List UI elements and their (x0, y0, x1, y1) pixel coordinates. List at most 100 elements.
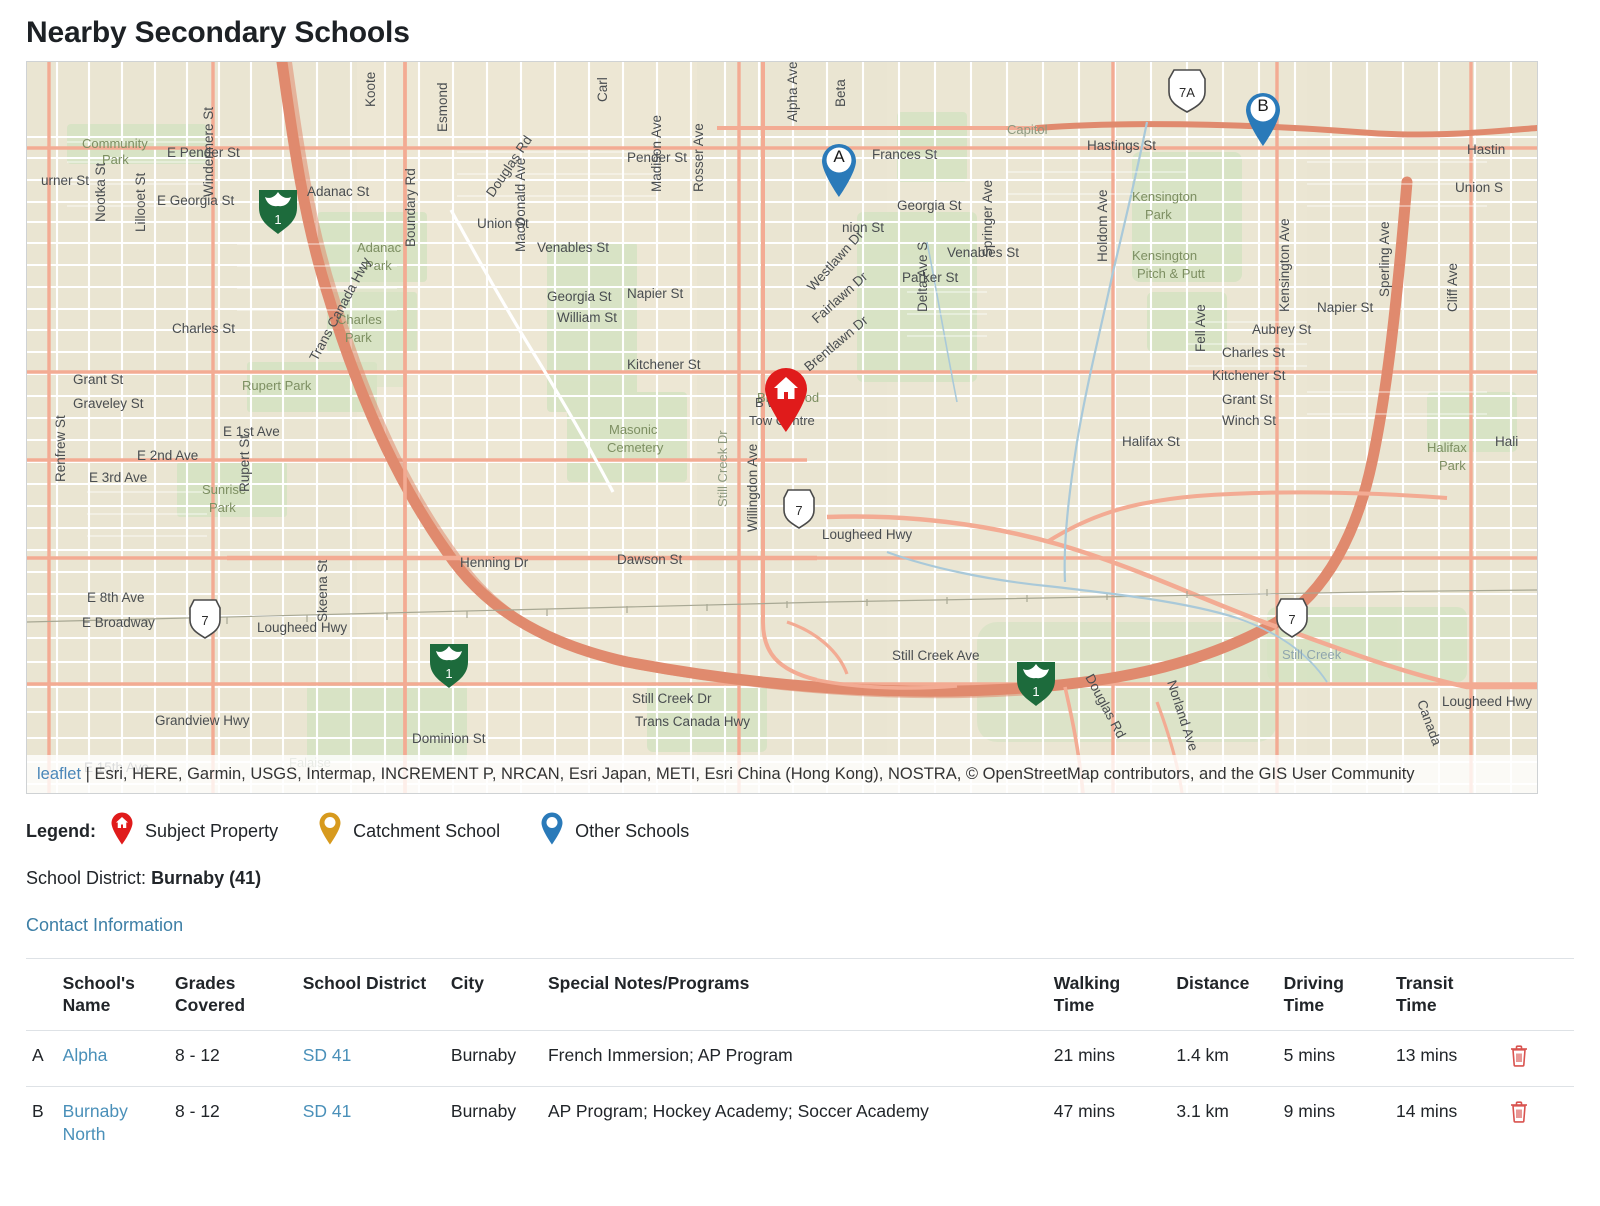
svg-text:Hastin: Hastin (1467, 142, 1505, 157)
svg-text:7: 7 (201, 613, 208, 628)
trash-icon[interactable] (1508, 1044, 1530, 1073)
home-pin-icon (765, 367, 807, 432)
svg-text:E 8th Ave: E 8th Ave (87, 590, 145, 605)
svg-text:Venables St: Venables St (947, 245, 1019, 260)
svg-text:Frances St: Frances St (872, 147, 938, 162)
leaflet-link[interactable]: leaflet (37, 764, 82, 783)
school-district-link[interactable]: SD 41 (302, 1101, 352, 1122)
svg-text:Willingdon Ave: Willingdon Ave (745, 444, 760, 532)
svg-text:Holdom Ave: Holdom Ave (1095, 189, 1110, 262)
contact-information-link[interactable]: Contact Information (26, 915, 184, 935)
th-grades-covered: Grades Covered (169, 958, 297, 1031)
map-canvas[interactable]: .rd { stroke:#ffffff; fill:none; } .rdm … (27, 62, 1537, 793)
school-district-line: School District: Burnaby (41) (0, 850, 1600, 889)
svg-text:Rupert St: Rupert St (237, 435, 252, 492)
svg-text:Renfrew St: Renfrew St (53, 415, 68, 482)
row-grades: 8 - 12 (169, 1086, 297, 1158)
schools-table-body: A Alpha 8 - 12 SD 41 Burnaby French Imme… (26, 1029, 1574, 1158)
svg-text:Grant St: Grant St (1222, 392, 1273, 407)
svg-text:7: 7 (1288, 612, 1295, 627)
schools-table-container: School's Name Grades Covered School Dist… (0, 936, 1600, 1158)
svg-text:Still Creek Dr: Still Creek Dr (715, 430, 730, 507)
svg-text:Winch St: Winch St (1222, 413, 1276, 428)
row-driving-time: 5 mins (1277, 1029, 1391, 1087)
th-school-name: School's Name (56, 958, 170, 1031)
row-walking-time: 21 mins (1047, 1029, 1171, 1087)
table-row: B Burnaby North 8 - 12 SD 41 Burnaby AP … (26, 1086, 1574, 1158)
row-actions (1502, 1029, 1574, 1087)
pin-icon (318, 812, 342, 850)
row-notes: AP Program; Hockey Academy; Soccer Acade… (541, 1086, 1048, 1158)
svg-text:Kensington Ave: Kensington Ave (1277, 218, 1292, 312)
svg-text:Hali: Hali (1495, 434, 1518, 449)
svg-text:William St: William St (557, 310, 617, 325)
svg-text:Kensington: Kensington (1132, 248, 1197, 263)
map-marker-subject-property[interactable] (762, 367, 810, 433)
svg-text:Esmond: Esmond (435, 82, 450, 132)
svg-text:Koote: Koote (363, 72, 378, 107)
svg-text:Charles St: Charles St (1222, 345, 1285, 360)
legend-item-catchment-school-label: Catchment School (353, 820, 501, 841)
th-city: City (444, 958, 542, 1031)
svg-text:Masonic: Masonic (609, 422, 658, 437)
svg-text:Lougheed Hwy: Lougheed Hwy (1442, 694, 1532, 709)
svg-text:Cemetery: Cemetery (607, 440, 664, 455)
map-marker-b[interactable]: B (1243, 91, 1283, 147)
svg-text:urner St: urner St (41, 173, 89, 188)
school-district-link[interactable]: SD 41 (302, 1044, 352, 1065)
svg-text:Graveley St: Graveley St (73, 396, 144, 411)
svg-text:1: 1 (1032, 684, 1039, 699)
row-walking-time: 47 mins (1047, 1086, 1171, 1158)
svg-text:Kensington: Kensington (1132, 189, 1197, 204)
svg-text:Dawson St: Dawson St (617, 552, 683, 567)
svg-text:Park: Park (345, 330, 372, 345)
legend-item-other-schools: Other Schools (540, 812, 689, 850)
svg-text:E 2nd Ave: E 2nd Ave (137, 448, 198, 463)
svg-text:Grant St: Grant St (73, 372, 124, 387)
svg-text:Windermere St: Windermere St (201, 107, 216, 197)
svg-text:Venables St: Venables St (537, 240, 609, 255)
svg-text:Beta: Beta (833, 79, 848, 107)
svg-text:Park: Park (209, 500, 236, 515)
svg-text:E Broadway: E Broadway (82, 615, 155, 630)
svg-text:Park: Park (365, 258, 392, 273)
row-transit-time: 13 mins (1390, 1029, 1503, 1087)
row-actions (1502, 1086, 1574, 1158)
svg-text:Grandview Hwy: Grandview Hwy (155, 713, 250, 728)
school-name-link[interactable]: Alpha (62, 1044, 108, 1065)
row-notes: French Immersion; AP Program (541, 1029, 1048, 1087)
th-index (26, 958, 57, 1031)
svg-text:Hastings St: Hastings St (1087, 138, 1156, 153)
svg-text:Charles: Charles (337, 312, 382, 327)
svg-text:Still Creek Ave: Still Creek Ave (892, 648, 980, 663)
row-school-name-cell: Alpha (56, 1029, 170, 1087)
legend-item-catchment-school: Catchment School (318, 812, 500, 850)
svg-text:Rosser Ave: Rosser Ave (691, 123, 706, 192)
th-transit-time: Transit Time (1390, 958, 1503, 1031)
svg-text:Rupert Park: Rupert Park (242, 378, 312, 393)
trash-icon[interactable] (1508, 1100, 1530, 1129)
svg-text:Skeena St: Skeena St (315, 559, 330, 622)
svg-text:Sperling Ave: Sperling Ave (1377, 221, 1392, 297)
svg-text:Union S: Union S (1455, 180, 1503, 195)
legend: Legend: Subject Property Catchment Schoo… (0, 794, 1600, 850)
legend-label: Legend: (26, 820, 96, 841)
legend-item-subject-property: Subject Property (110, 812, 278, 850)
svg-text:Sunrise: Sunrise (202, 482, 246, 497)
row-school-name-cell: Burnaby North (56, 1086, 170, 1158)
row-transit-time: 14 mins (1390, 1086, 1503, 1158)
map-container[interactable]: .rd { stroke:#ffffff; fill:none; } .rdm … (26, 61, 1538, 794)
svg-text:MacDonald Ave: MacDonald Ave (513, 158, 528, 252)
svg-text:Nootka St: Nootka St (93, 162, 108, 222)
map-marker-a[interactable]: A (819, 142, 859, 198)
school-name-link[interactable]: Burnaby North (62, 1101, 128, 1144)
table-header-row: School's Name Grades Covered School Dist… (26, 958, 1574, 1031)
svg-text:1: 1 (445, 666, 452, 681)
schools-table: School's Name Grades Covered School Dist… (26, 958, 1574, 1158)
svg-text:Napier St: Napier St (627, 286, 684, 301)
svg-text:7A: 7A (1179, 85, 1195, 100)
svg-text:Springer Ave: Springer Ave (980, 180, 995, 257)
th-driving-time: Driving Time (1277, 958, 1391, 1031)
svg-text:Cliff Ave: Cliff Ave (1445, 263, 1460, 312)
